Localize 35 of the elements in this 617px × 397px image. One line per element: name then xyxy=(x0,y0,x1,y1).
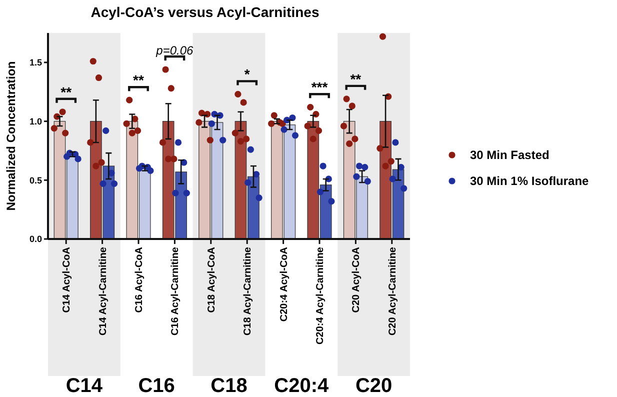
x-tick-label: C18 Acyl-CoA xyxy=(206,247,218,313)
x-tick-label: C18 Acyl-Carnitine xyxy=(242,246,254,336)
x-tick-label: C16 Acyl-Carnitine xyxy=(170,246,182,336)
y-tick-label: 1.0 xyxy=(29,116,42,126)
legend-label: 30 Min 1% Isoflurane xyxy=(470,174,590,188)
significance-note: ** xyxy=(128,72,149,92)
legend-label: 30 Min Fasted xyxy=(470,148,550,162)
annotation: ** xyxy=(350,70,362,87)
x-tick-label: C20 Acyl-CoA xyxy=(351,247,362,313)
x-tick-label: C14 Acyl-Carnitine xyxy=(98,246,109,336)
text: C16 xyxy=(138,375,175,397)
y-tick-label: 0.5 xyxy=(29,175,42,186)
significance-note: *** xyxy=(309,79,330,98)
y-tick-label: 1.5 xyxy=(29,58,42,68)
significance-note: * xyxy=(236,66,258,86)
significance-note: p=0.06 xyxy=(156,44,194,60)
x-tick-label: C20:4 Acyl-Carnitine xyxy=(315,246,326,344)
annotation: p=0.06 xyxy=(155,43,194,58)
text: C14 xyxy=(66,375,104,397)
significance-note: ** xyxy=(56,84,77,103)
text: C20:4 xyxy=(274,375,330,397)
y-axis-title: Normalized Concentration xyxy=(4,61,18,211)
annotation: ** xyxy=(133,72,144,88)
chart-title: Acyl-CoA’s versus Acyl-Carnitines xyxy=(90,4,320,20)
text: C20 xyxy=(355,375,392,397)
x-tick-label: C20 Acyl-Carnitine xyxy=(387,246,398,336)
annotation: * xyxy=(244,66,250,82)
x-tick-label: C14 Acyl-CoA xyxy=(62,247,73,313)
annotation: ** xyxy=(60,84,72,100)
annotation: *** xyxy=(311,79,328,96)
x-tick-label: C20:4 Acyl-CoA xyxy=(278,247,290,322)
significance-note: ** xyxy=(345,70,366,90)
y-tick-label: 0.0 xyxy=(29,234,42,244)
x-tick-label: C16 Acyl-CoA xyxy=(134,247,145,313)
text: C18 xyxy=(210,375,248,397)
